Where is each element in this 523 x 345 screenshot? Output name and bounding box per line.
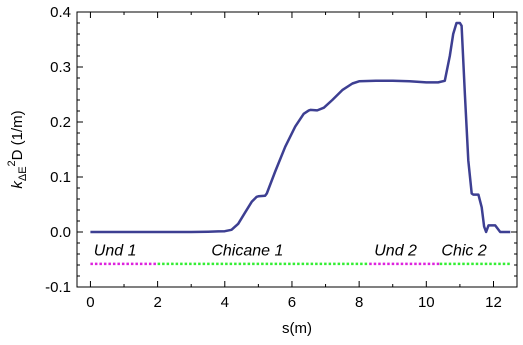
y-tick-label: -0.1 — [45, 279, 71, 296]
x-tick-label: 2 — [153, 294, 161, 311]
series-line — [90, 21, 511, 234]
y-axis-title-prefix: k — [9, 180, 26, 189]
x-axis-title: s(m) — [282, 320, 312, 337]
segment-annotation: Chicane 1 — [211, 243, 283, 260]
y-axis-title-suffix: D (1/m) — [9, 110, 26, 160]
y-tick-label: 0.2 — [50, 114, 71, 131]
segment-annotation: Und 1 — [94, 243, 137, 260]
plot-frame — [76, 11, 518, 288]
x-tick-label: 0 — [86, 294, 94, 311]
x-tick-label: 10 — [418, 294, 435, 311]
y-tick-label: 0.3 — [50, 59, 71, 76]
annotations-layer: Und 1 Chicane 1 Und 2 Chic 2 — [94, 243, 487, 260]
y-axis-title-superscript: 2 — [6, 160, 18, 166]
y-axis-title-subscript: ΔE — [17, 166, 29, 181]
series-layer — [90, 21, 511, 234]
segment-annotation: Chic 2 — [441, 243, 486, 260]
x-tick-label: 12 — [485, 294, 502, 311]
segment-annotation: Und 2 — [374, 243, 417, 260]
y-axis-title: kΔE2D (1/m) — [6, 110, 29, 188]
x-tick-label: 4 — [221, 294, 229, 311]
y-tick-label: 0.1 — [50, 169, 71, 186]
y-tick-label: 0.0 — [50, 224, 71, 241]
x-tick-label: 8 — [355, 294, 363, 311]
ticks-layer: 0 2 4 6 8 10 12 -0.1 0.0 0.1 0.2 0.3 0.4 — [45, 4, 517, 311]
y-tick-label: 0.4 — [50, 4, 71, 21]
x-tick-label: 6 — [288, 294, 296, 311]
